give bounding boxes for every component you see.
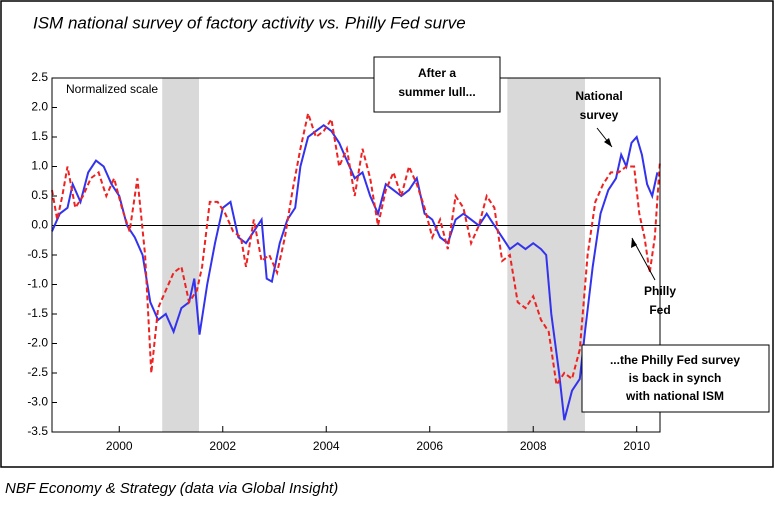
y-tick-label: 0.5 xyxy=(31,188,48,202)
y-tick-label: -0.5 xyxy=(27,247,48,261)
shaded-period xyxy=(162,78,199,432)
plot-frame xyxy=(51,77,661,433)
y-tick-label: -1.0 xyxy=(27,277,48,291)
y-tick-label: 2.0 xyxy=(31,100,48,114)
annotation: Philly xyxy=(644,284,676,298)
annotation: is back in synch xyxy=(629,371,722,385)
y-tick-label: 2.5 xyxy=(31,70,48,84)
annotation: Normalized scale xyxy=(66,82,158,96)
annotation: summer lull... xyxy=(398,85,475,99)
x-tick-label: 2008 xyxy=(520,439,547,453)
series-line xyxy=(51,123,659,421)
y-tick-label: -2.0 xyxy=(27,336,48,350)
annotation: After a xyxy=(418,66,456,80)
y-tick-label: 1.5 xyxy=(31,129,48,143)
source: NBF Economy & Strategy (data via Global … xyxy=(5,480,338,497)
annotation-box xyxy=(373,56,501,113)
annotation: ...the Philly Fed survey xyxy=(610,353,740,367)
x-tick-label: 2004 xyxy=(313,439,340,453)
y-tick-label: -3.5 xyxy=(27,424,48,438)
y-tick-label: -2.5 xyxy=(27,365,48,379)
annotation: Fed xyxy=(649,303,670,317)
arrow-head xyxy=(631,238,637,248)
y-tick-label: -3.0 xyxy=(27,395,48,409)
y-tick-label: 0.0 xyxy=(31,218,48,232)
chart-border xyxy=(0,0,774,468)
y-tick-label: -1.5 xyxy=(27,306,48,320)
x-tick-label: 2010 xyxy=(623,439,650,453)
chart-title: ISM national survey of factory activity … xyxy=(33,13,466,32)
x-tick-label: 2002 xyxy=(209,439,236,453)
annotation-box xyxy=(581,344,770,413)
annotation: survey xyxy=(580,108,619,122)
annotation: with national ISM xyxy=(625,389,724,403)
x-tick-label: 2000 xyxy=(106,439,133,453)
y-tick-label: 1.0 xyxy=(31,159,48,173)
x-tick-label: 2006 xyxy=(416,439,443,453)
series-line xyxy=(51,109,661,388)
arrow-head xyxy=(604,138,612,147)
annotation: National xyxy=(575,89,622,103)
